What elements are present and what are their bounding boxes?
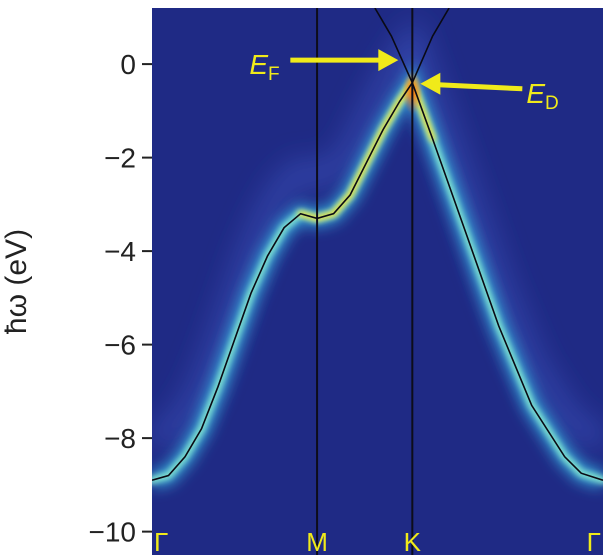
y-tick-label: −8 [104, 423, 136, 454]
band-line-band-dispersion [152, 81, 603, 481]
y-axis-title: ħω (eV) [0, 229, 33, 334]
band-line-dirac-cone-upper [374, 8, 450, 85]
y-tick-label: −10 [89, 517, 137, 548]
k-point-label: K [404, 527, 422, 555]
diffuse-replica-band [152, 16, 603, 449]
plot-area [152, 8, 603, 555]
dirac-point-arrowhead [420, 72, 441, 95]
y-tick-label: −6 [104, 330, 136, 361]
fermi-level-arrowhead [378, 49, 399, 72]
y-tick-label: −4 [104, 236, 136, 267]
y-tick-label: −2 [104, 143, 136, 174]
y-tick-label: 0 [120, 49, 136, 80]
k-point-label: Γ [154, 527, 168, 555]
k-point-label: M [306, 527, 328, 555]
y-axis: 0 −2 −4 −6 −8 −10 [89, 49, 152, 548]
dirac-point-arrow [438, 82, 523, 92]
k-point-label: Γ [587, 527, 601, 555]
